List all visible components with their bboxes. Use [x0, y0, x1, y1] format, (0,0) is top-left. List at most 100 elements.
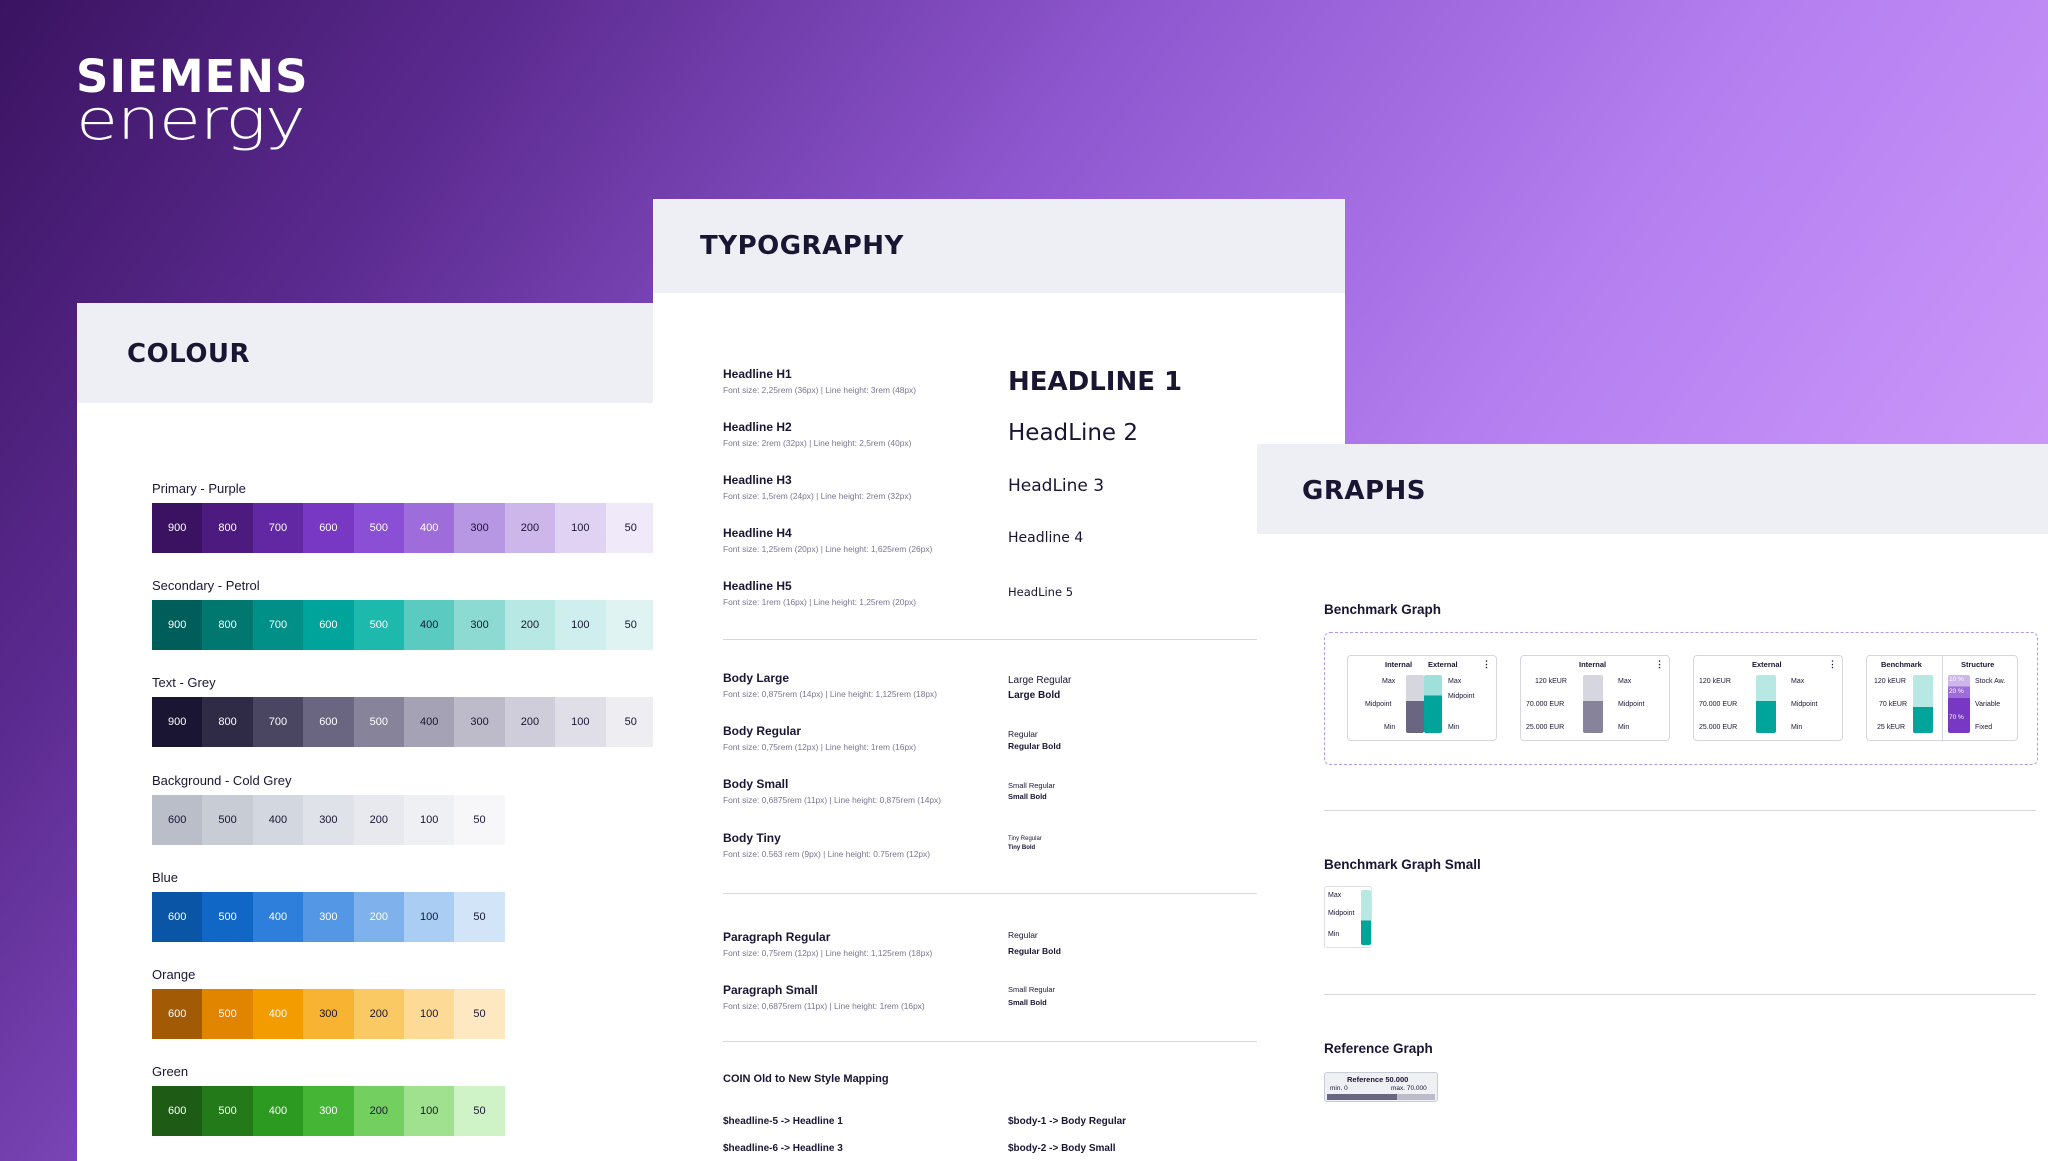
regular-bold: Regular Bold — [1008, 741, 1061, 752]
colour-swatch[interactable]: 50 — [605, 697, 656, 747]
label: 25.000 EUR — [1526, 724, 1565, 731]
colour-swatch[interactable]: 50 — [454, 892, 505, 942]
label: Midpoint — [1328, 910, 1355, 917]
type-style-row: Headline H3 Font size: 1,5rem (24px) | Li… — [723, 473, 911, 501]
type-style-row: Body Regular Font size: 0,75rem (12px) | … — [723, 724, 916, 752]
p-regular-bold: Regular Bold — [1008, 946, 1061, 957]
colour-swatch[interactable]: 400 — [252, 892, 304, 942]
colour-swatch[interactable]: 600 — [152, 892, 203, 942]
divider — [723, 893, 1258, 894]
type-style-row: Headline H4 Font size: 1,25rem (20px) | L… — [723, 526, 932, 554]
external-bar — [1424, 675, 1442, 733]
colour-swatch[interactable]: 400 — [403, 503, 455, 553]
colour-swatch[interactable]: 50 — [454, 1086, 505, 1136]
colour-swatch[interactable]: 900 — [152, 697, 203, 747]
colour-swatch[interactable]: 200 — [353, 795, 404, 845]
kebab-menu-icon[interactable]: ⋮ — [1482, 659, 1491, 669]
colour-swatch[interactable]: 500 — [202, 1086, 253, 1136]
colour-swatch[interactable]: 400 — [252, 1086, 304, 1136]
logo-line-1: SIEMENS — [76, 50, 309, 103]
colour-swatch[interactable]: 900 — [152, 503, 203, 553]
colour-swatch[interactable]: 500 — [202, 989, 253, 1039]
colour-swatch[interactable]: 300 — [303, 892, 354, 942]
colour-swatch[interactable]: 200 — [504, 600, 556, 650]
tiny-regular: Tiny Regular — [1008, 836, 1042, 842]
colour-swatch[interactable]: 400 — [252, 795, 304, 845]
colour-swatch[interactable]: 50 — [605, 600, 656, 650]
benchmark-card-structure[interactable]: Benchmark Structure 10 % 20 % 70 % 120 k… — [1866, 655, 2018, 742]
large-bold: Large Bold — [1008, 689, 1061, 701]
type-style-row: Body Small Font size: 0,6875rem (11px) | … — [723, 777, 941, 805]
label: Max — [1382, 678, 1396, 685]
colour-swatch[interactable]: 50 — [454, 795, 505, 845]
sample-h3: HeadLine 3 — [1008, 476, 1105, 496]
benchmark-card-internal[interactable]: Internal ⋮ 120 kEUR 70.000 EUR 25.000 EU… — [1520, 655, 1670, 741]
colour-row: Orange 600 500 400 300 200 100 50 — [152, 967, 505, 1039]
benchmark-card-internal-external[interactable]: Internal External ⋮ Max Midpoint Min Max… — [1347, 655, 1497, 741]
colour-swatch[interactable]: 300 — [303, 795, 354, 845]
colour-swatch[interactable]: 200 — [353, 1086, 404, 1136]
colour-swatch[interactable]: 700 — [252, 697, 304, 747]
colour-swatch[interactable]: 600 — [303, 697, 354, 747]
colour-swatch[interactable]: 50 — [454, 989, 505, 1039]
benchmark-card-external[interactable]: External ⋮ 120 kEUR 70.000 EUR 25.000 EU… — [1693, 655, 1843, 741]
colour-swatch[interactable]: 600 — [303, 503, 354, 553]
colour-swatch[interactable]: 100 — [403, 892, 455, 942]
kebab-menu-icon[interactable]: ⋮ — [1828, 659, 1837, 669]
divider — [723, 639, 1258, 640]
type-style-meta: Font size: 2,25rem (36px) | Line height:… — [723, 385, 917, 395]
colour-swatch[interactable]: 200 — [353, 892, 404, 942]
colour-swatch[interactable]: 600 — [152, 989, 203, 1039]
type-style-meta: Font size: 0.563 rem (9px) | Line height… — [723, 849, 930, 859]
colour-swatch[interactable]: 700 — [252, 600, 304, 650]
sample-body-large: Large Regular Large Bold — [1008, 674, 1071, 703]
kebab-menu-icon[interactable]: ⋮ — [1655, 659, 1664, 669]
colour-swatch[interactable]: 100 — [403, 989, 455, 1039]
colour-swatch[interactable]: 400 — [403, 697, 455, 747]
colour-swatch[interactable]: 200 — [353, 989, 404, 1039]
type-style-row: Body Tiny Font size: 0.563 rem (9px) | Li… — [723, 831, 930, 859]
colour-swatch[interactable]: 100 — [403, 1086, 455, 1136]
benchmark-small-card[interactable]: Max Midpoint Min — [1324, 886, 1372, 948]
colour-swatch[interactable]: 300 — [303, 1086, 354, 1136]
colour-title: COLOUR — [127, 339, 251, 369]
pct-label: 20 % — [1949, 688, 1964, 695]
colour-swatch[interactable]: 100 — [403, 795, 455, 845]
colour-swatch[interactable]: 500 — [353, 600, 404, 650]
colour-swatch[interactable]: 800 — [202, 503, 253, 553]
colour-swatch[interactable]: 50 — [605, 503, 656, 553]
colour-swatch[interactable]: 300 — [454, 600, 505, 650]
colour-swatch[interactable]: 400 — [252, 989, 304, 1039]
label: Stock Aw. — [1975, 678, 2006, 685]
type-style-name: Headline H4 — [723, 526, 792, 540]
colour-swatch[interactable]: 300 — [454, 697, 505, 747]
colour-swatch[interactable]: 600 — [303, 600, 354, 650]
colour-row: Text - Grey 900 800 700 600 500 400 300 200 100 50 — [152, 675, 656, 747]
colour-swatch[interactable]: 800 — [202, 600, 253, 650]
colour-swatch[interactable]: 600 — [152, 795, 203, 845]
mapping-right-2: $body-2 -> Body Small — [1008, 1143, 1116, 1154]
sample-body-regular: Regular Regular Bold — [1008, 728, 1061, 753]
colour-swatch[interactable]: 700 — [252, 503, 304, 553]
colour-swatch[interactable]: 600 — [152, 1086, 203, 1136]
label: Min — [1328, 931, 1340, 938]
colour-swatch[interactable]: 300 — [303, 989, 354, 1039]
label: Min — [1448, 724, 1460, 731]
colour-swatch[interactable]: 200 — [504, 697, 556, 747]
tiny-bold: Tiny Bold — [1008, 844, 1036, 851]
reference-graph[interactable]: Reference 50.000 min. 0 max. 70.000 — [1324, 1072, 1438, 1102]
colour-swatch[interactable]: 100 — [555, 503, 606, 553]
colour-swatch[interactable]: 900 — [152, 600, 203, 650]
label: Midpoint — [1618, 701, 1645, 708]
colour-swatch[interactable]: 800 — [202, 697, 253, 747]
colour-swatch[interactable]: 100 — [555, 600, 606, 650]
colour-swatch[interactable]: 100 — [555, 697, 606, 747]
colour-swatch[interactable]: 300 — [454, 503, 505, 553]
type-style-meta: Font size: 1rem (16px) | Line height: 1,… — [723, 597, 917, 607]
colour-swatch[interactable]: 500 — [202, 795, 253, 845]
colour-swatch[interactable]: 500 — [353, 697, 404, 747]
colour-swatch[interactable]: 200 — [504, 503, 556, 553]
colour-swatch[interactable]: 400 — [403, 600, 455, 650]
colour-swatch[interactable]: 500 — [202, 892, 253, 942]
colour-swatch[interactable]: 500 — [353, 503, 404, 553]
